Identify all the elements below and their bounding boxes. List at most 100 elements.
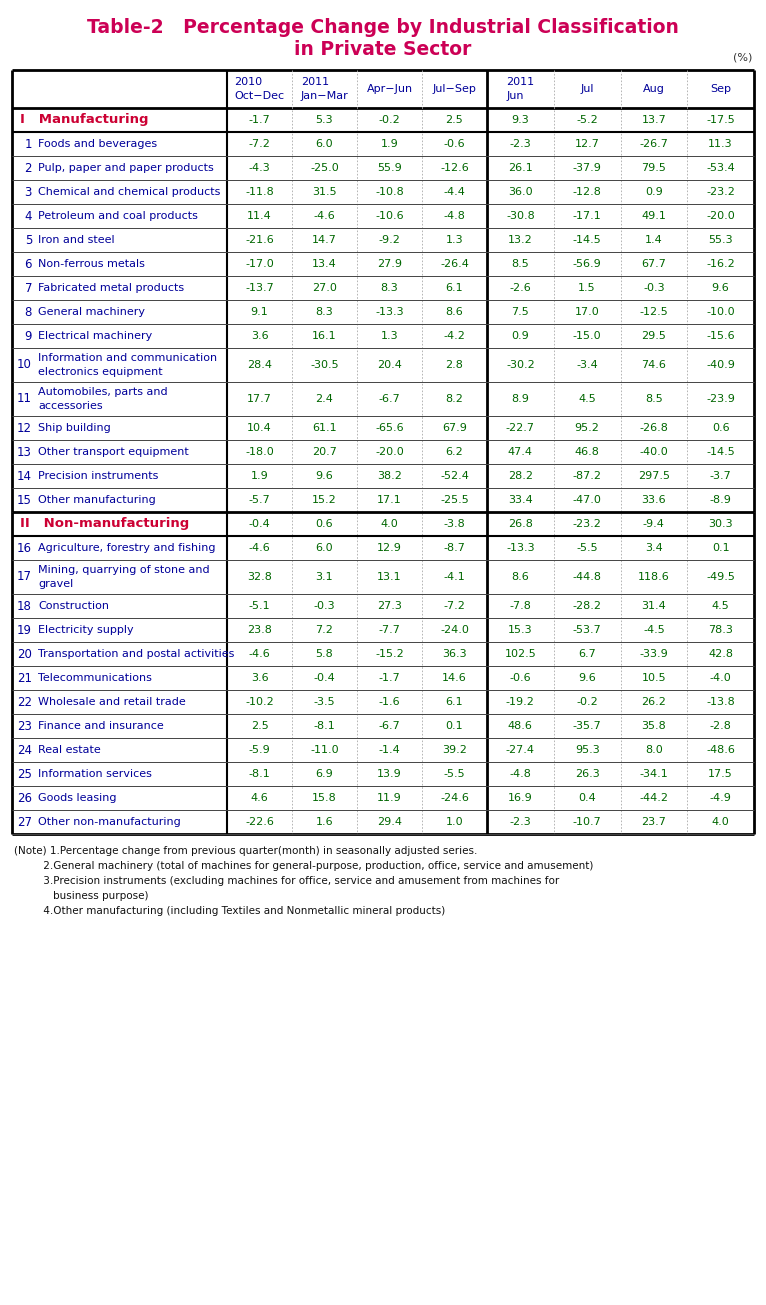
Text: -6.7: -6.7 <box>378 394 401 405</box>
Text: -1.7: -1.7 <box>378 673 401 683</box>
Text: 0.9: 0.9 <box>645 187 663 197</box>
Text: -27.4: -27.4 <box>506 745 535 756</box>
Text: 30.3: 30.3 <box>709 519 733 529</box>
Text: -22.7: -22.7 <box>506 423 535 433</box>
Text: -6.7: -6.7 <box>378 720 401 731</box>
Text: Agriculture, forestry and fishing: Agriculture, forestry and fishing <box>38 543 215 553</box>
Text: -7.8: -7.8 <box>509 602 532 611</box>
Text: 3.4: 3.4 <box>645 543 663 553</box>
Text: 1.9: 1.9 <box>381 140 398 149</box>
Text: -26.7: -26.7 <box>640 140 668 149</box>
Text: Information services: Information services <box>38 769 152 779</box>
Text: 5.8: 5.8 <box>316 649 333 659</box>
Text: 4.Other manufacturing (including Textiles and Nonmetallic mineral products): 4.Other manufacturing (including Textile… <box>14 906 445 916</box>
Text: 26.2: 26.2 <box>641 697 666 707</box>
Text: 1: 1 <box>25 137 32 150</box>
Text: 118.6: 118.6 <box>638 572 669 582</box>
Text: -0.3: -0.3 <box>643 283 665 294</box>
Text: 0.1: 0.1 <box>712 543 729 553</box>
Text: (Note) 1.Percentage change from previous quarter(month) in seasonally adjusted s: (Note) 1.Percentage change from previous… <box>14 846 477 856</box>
Text: -19.2: -19.2 <box>506 697 535 707</box>
Text: 17: 17 <box>17 570 32 583</box>
Text: I   Manufacturing: I Manufacturing <box>20 114 149 127</box>
Text: 20.4: 20.4 <box>377 360 402 371</box>
Text: 3.6: 3.6 <box>250 673 268 683</box>
Text: -4.6: -4.6 <box>249 649 270 659</box>
Text: -40.0: -40.0 <box>640 448 668 457</box>
Text: 8: 8 <box>25 305 32 318</box>
Text: 23: 23 <box>17 719 32 732</box>
Text: -53.4: -53.4 <box>706 163 735 174</box>
Text: 9.1: 9.1 <box>250 307 268 317</box>
Text: Information and communication: Information and communication <box>38 352 217 363</box>
Text: 6.9: 6.9 <box>316 769 333 779</box>
Text: Chemical and chemical products: Chemical and chemical products <box>38 187 221 197</box>
Text: 23.7: 23.7 <box>641 817 666 827</box>
Text: Table-2   Percentage Change by Industrial Classification: Table-2 Percentage Change by Industrial … <box>87 18 679 37</box>
Text: Electrical machinery: Electrical machinery <box>38 331 152 341</box>
Text: -87.2: -87.2 <box>573 471 601 482</box>
Text: -30.8: -30.8 <box>506 211 535 221</box>
Text: accessories: accessories <box>38 401 103 411</box>
Text: 1.4: 1.4 <box>645 235 663 245</box>
Text: 15.2: 15.2 <box>312 495 337 505</box>
Text: -28.2: -28.2 <box>573 602 601 611</box>
Text: 29.4: 29.4 <box>377 817 402 827</box>
Text: 6.2: 6.2 <box>446 448 463 457</box>
Text: 79.5: 79.5 <box>641 163 666 174</box>
Text: -4.1: -4.1 <box>444 572 466 582</box>
Text: -17.0: -17.0 <box>245 258 274 269</box>
Text: 3.6: 3.6 <box>250 331 268 341</box>
Text: 46.8: 46.8 <box>574 448 600 457</box>
Text: -5.5: -5.5 <box>444 769 465 779</box>
Text: 11.9: 11.9 <box>377 793 402 803</box>
Text: 8.3: 8.3 <box>381 283 398 294</box>
Text: 1.5: 1.5 <box>578 283 596 294</box>
Text: Other transport equipment: Other transport equipment <box>38 448 188 457</box>
Text: -17.5: -17.5 <box>706 115 735 125</box>
Text: -0.2: -0.2 <box>378 115 401 125</box>
Text: Real estate: Real estate <box>38 745 101 756</box>
Text: 15: 15 <box>17 493 32 506</box>
Text: Jul−Sep: Jul−Sep <box>433 84 476 94</box>
Text: 5.3: 5.3 <box>316 115 333 125</box>
Text: Construction: Construction <box>38 602 109 611</box>
Text: -13.8: -13.8 <box>706 697 735 707</box>
Text: 6.7: 6.7 <box>578 649 596 659</box>
Text: -65.6: -65.6 <box>375 423 404 433</box>
Text: -10.0: -10.0 <box>706 307 735 317</box>
Text: -8.9: -8.9 <box>709 495 732 505</box>
Text: 3: 3 <box>25 185 32 198</box>
Text: -4.6: -4.6 <box>249 543 270 553</box>
Text: -33.9: -33.9 <box>640 649 668 659</box>
Text: gravel: gravel <box>38 579 74 589</box>
Text: 2010
Oct−Dec: 2010 Oct−Dec <box>234 77 284 100</box>
Text: -8.1: -8.1 <box>249 769 270 779</box>
Text: -49.5: -49.5 <box>706 572 735 582</box>
Text: 9.3: 9.3 <box>512 115 529 125</box>
Text: -56.9: -56.9 <box>573 258 601 269</box>
Text: -9.2: -9.2 <box>378 235 401 245</box>
Text: 2.5: 2.5 <box>250 720 268 731</box>
Text: Non-ferrous metals: Non-ferrous metals <box>38 258 145 269</box>
Text: -7.2: -7.2 <box>248 140 270 149</box>
Text: -1.4: -1.4 <box>378 745 401 756</box>
Text: General machinery: General machinery <box>38 307 145 317</box>
Text: 13.4: 13.4 <box>312 258 337 269</box>
Text: 11: 11 <box>17 393 32 406</box>
Text: Electricity supply: Electricity supply <box>38 625 133 636</box>
Text: 0.9: 0.9 <box>512 331 529 341</box>
Text: -44.2: -44.2 <box>640 793 669 803</box>
Text: -20.0: -20.0 <box>375 448 404 457</box>
Text: Telecommunications: Telecommunications <box>38 673 152 683</box>
Text: 20.7: 20.7 <box>312 448 337 457</box>
Text: -17.1: -17.1 <box>573 211 601 221</box>
Text: 8.0: 8.0 <box>645 745 663 756</box>
Text: -11.8: -11.8 <box>245 187 274 197</box>
Text: -4.6: -4.6 <box>313 211 336 221</box>
Text: Transportation and postal activities: Transportation and postal activities <box>38 649 234 659</box>
Text: 33.4: 33.4 <box>508 495 532 505</box>
Text: 38.2: 38.2 <box>377 471 402 482</box>
Text: -24.0: -24.0 <box>440 625 469 636</box>
Text: -5.7: -5.7 <box>249 495 270 505</box>
